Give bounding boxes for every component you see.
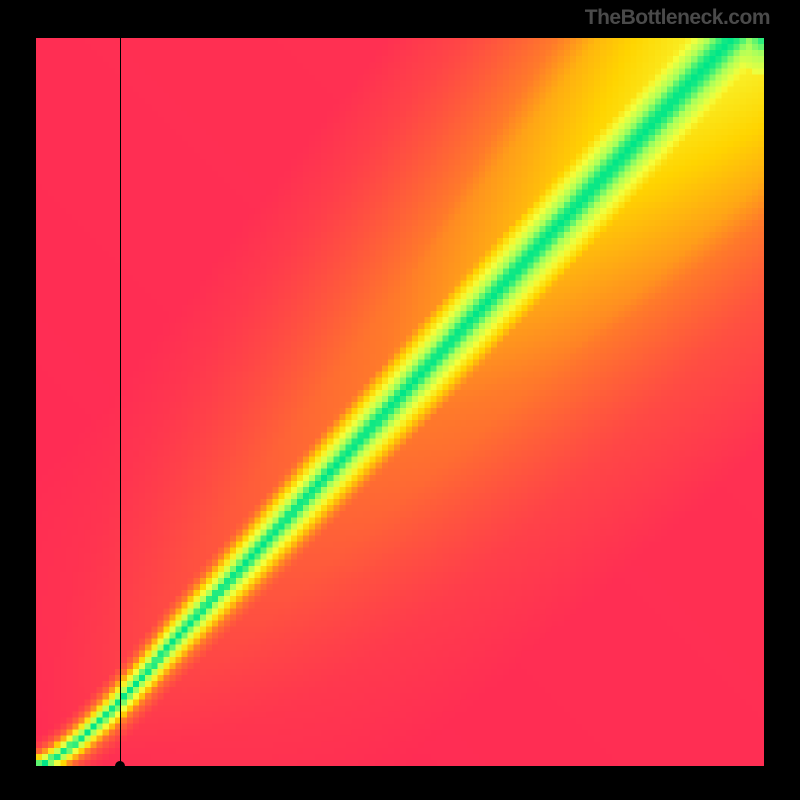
attribution-text: TheBottleneck.com	[585, 6, 770, 30]
crosshair-marker-dot	[115, 761, 125, 771]
heatmap-plot	[36, 38, 764, 766]
heatmap-canvas	[36, 38, 764, 766]
crosshair-vertical-line	[120, 38, 121, 766]
